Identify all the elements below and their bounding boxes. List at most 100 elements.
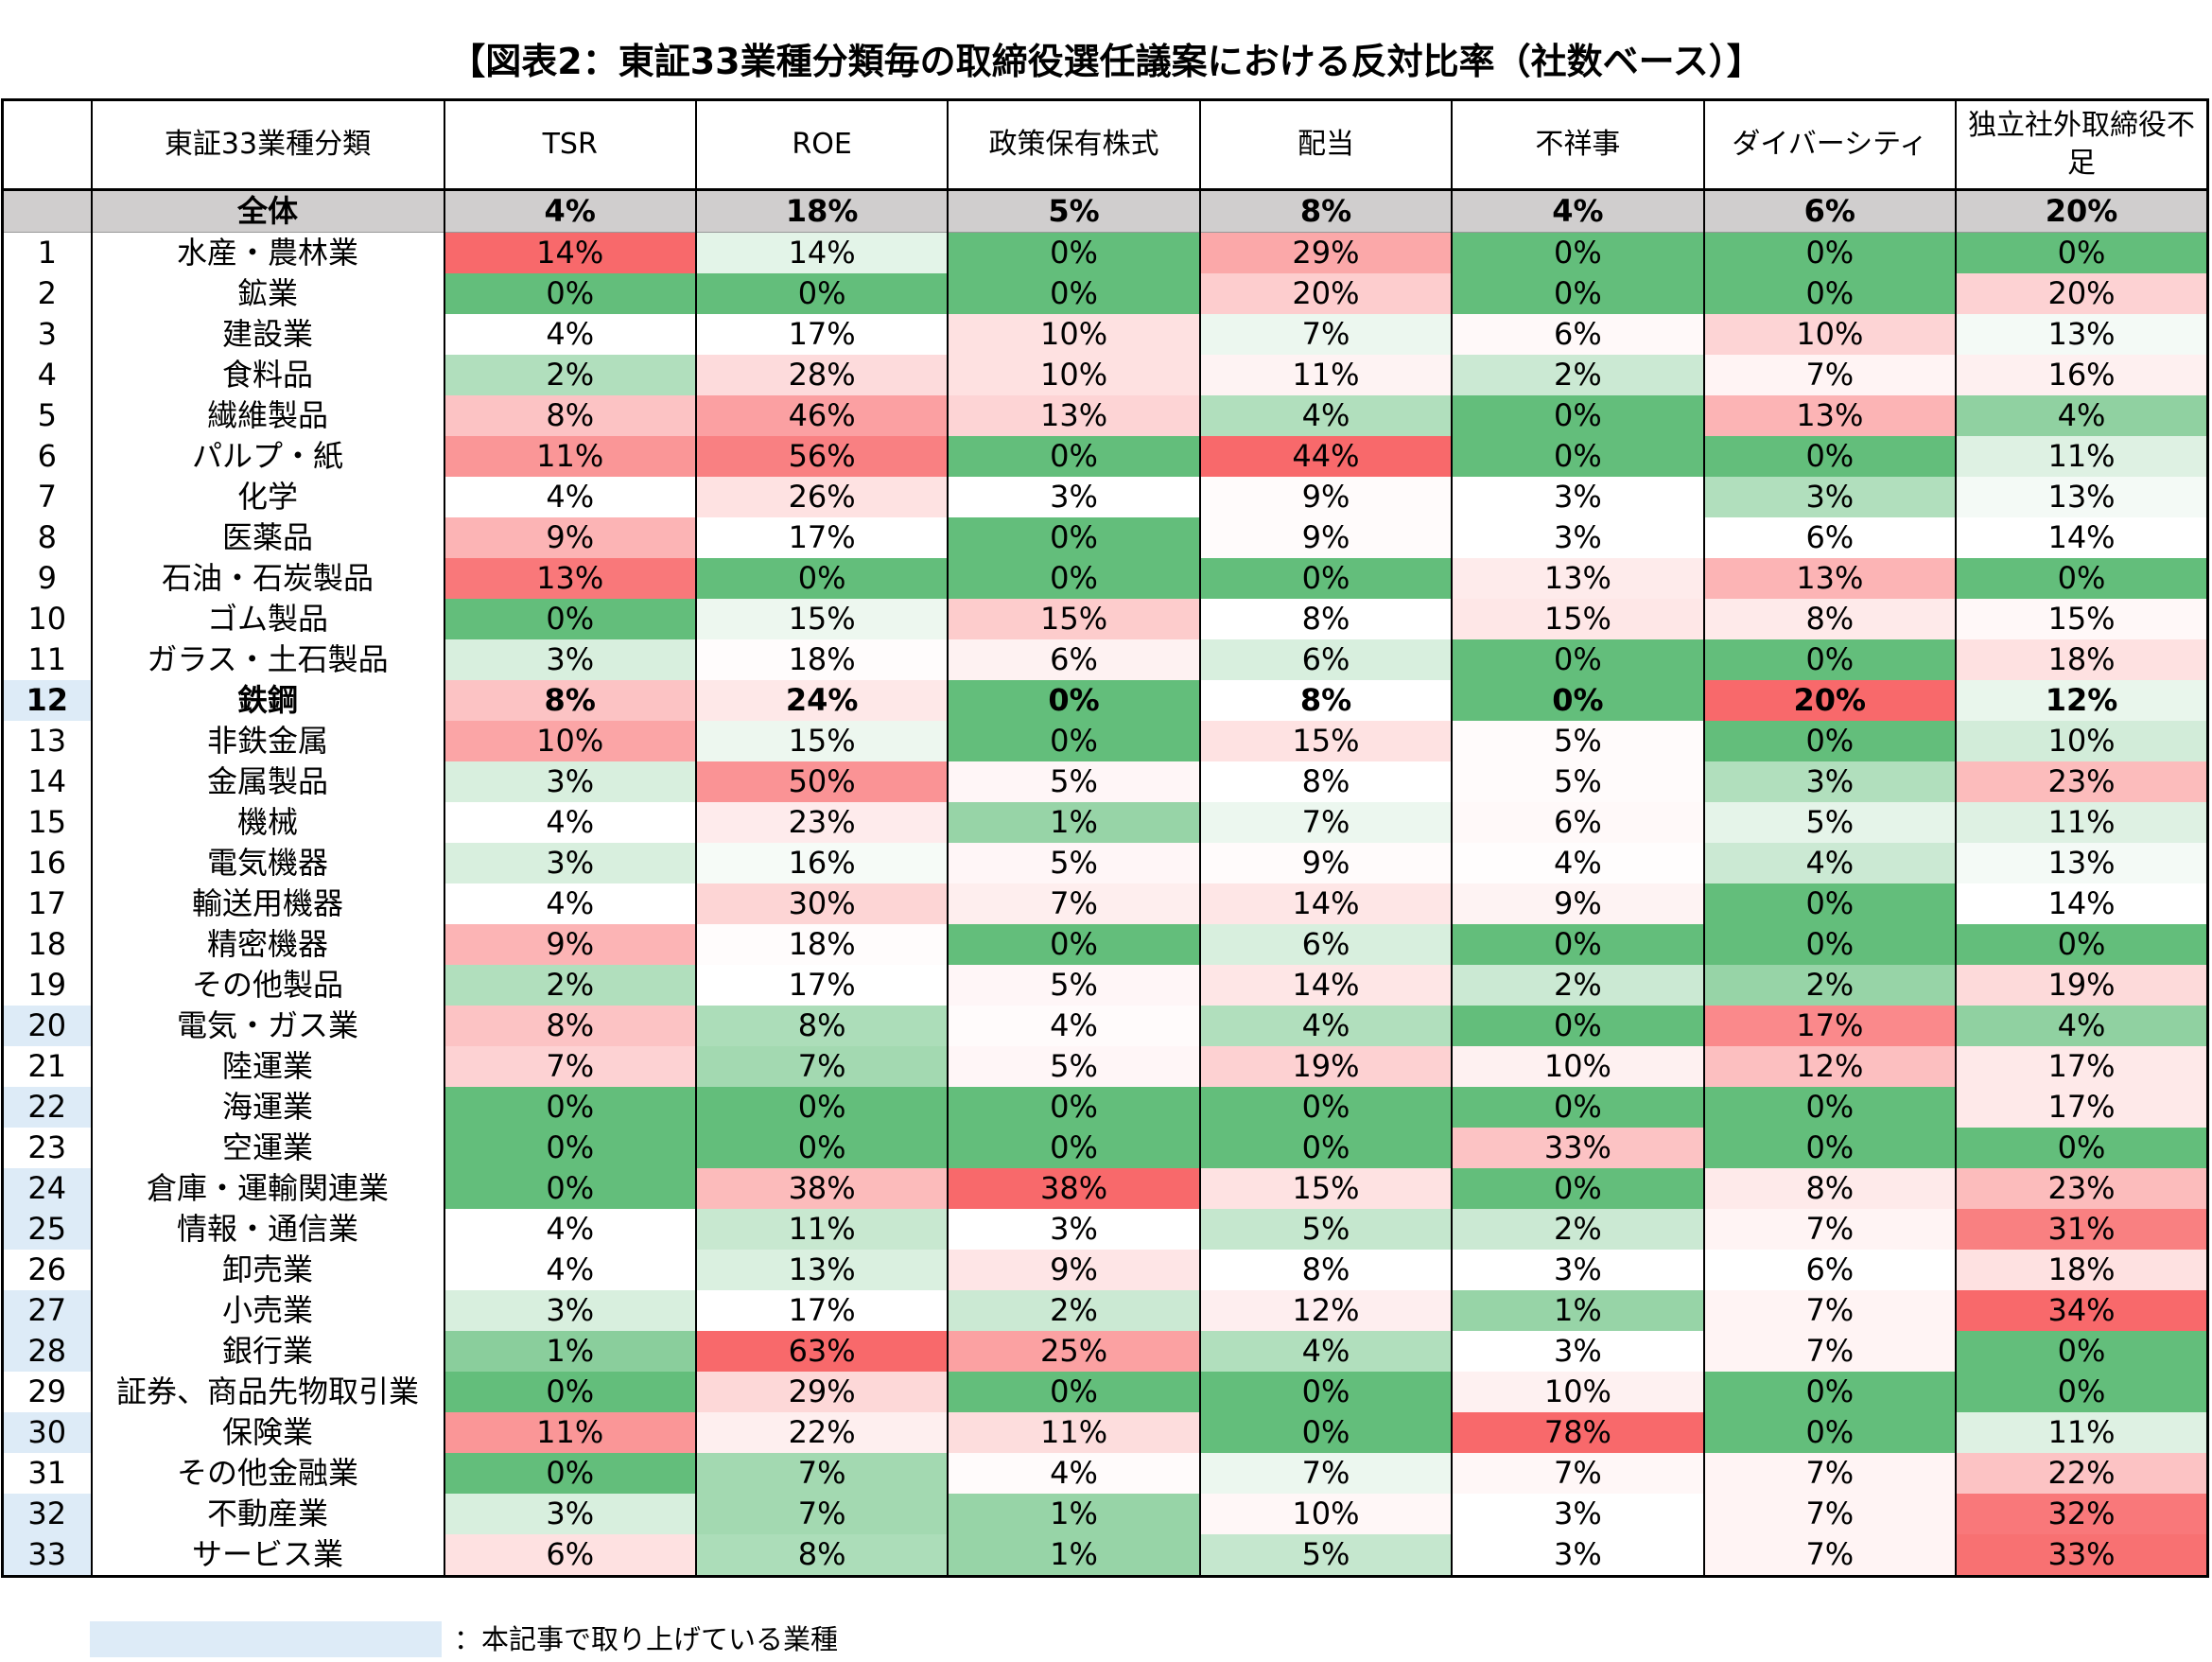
heat-cell: 0% bbox=[1955, 1331, 2209, 1372]
heat-cell: 38% bbox=[947, 1168, 1201, 1209]
table-row: 26 卸売業 4% 13% 9% 8% 3% 6% 18% bbox=[1, 1250, 2209, 1290]
heat-cell: 23% bbox=[1955, 1168, 2209, 1209]
row-number: 33 bbox=[1, 1534, 93, 1577]
heat-cell: 4% bbox=[947, 1006, 1201, 1046]
heat-cell: 8% bbox=[694, 1006, 949, 1046]
heat-cell: 11% bbox=[947, 1412, 1201, 1453]
total-cell: 4% bbox=[443, 189, 697, 233]
heat-cell: 32% bbox=[1955, 1494, 2209, 1534]
industry-name: 化学 bbox=[90, 477, 445, 517]
table-row: 17 輸送用機器 4% 30% 7% 14% 9% 0% 14% bbox=[1, 883, 2209, 924]
row-number: 16 bbox=[1, 843, 93, 883]
industry-name: ガラス・土石製品 bbox=[90, 639, 445, 680]
heat-cell: 12% bbox=[1198, 1290, 1454, 1331]
heat-cell: 0% bbox=[443, 1372, 697, 1412]
heat-cell: 7% bbox=[1702, 1453, 1958, 1494]
heat-cell: 0% bbox=[1451, 680, 1705, 721]
industry-name: 保険業 bbox=[90, 1412, 445, 1453]
heat-cell: 2% bbox=[1451, 965, 1705, 1006]
table-row: 12 鉄鋼 8% 24% 0% 8% 0% 20% 12% bbox=[1, 680, 2209, 721]
heat-cell: 17% bbox=[1955, 1087, 2209, 1128]
heat-cell: 14% bbox=[443, 232, 697, 273]
total-cell bbox=[1, 189, 93, 233]
heat-cell: 7% bbox=[694, 1453, 949, 1494]
heat-cell: 31% bbox=[1955, 1209, 2209, 1250]
heat-cell: 14% bbox=[694, 232, 949, 273]
industry-name: 医薬品 bbox=[90, 517, 445, 558]
heat-cell: 0% bbox=[443, 1087, 697, 1128]
row-number: 6 bbox=[1, 436, 93, 477]
heat-cell: 0% bbox=[443, 599, 697, 639]
total-cell: 18% bbox=[694, 189, 949, 233]
heat-cell: 1% bbox=[947, 1534, 1201, 1577]
heat-cell: 5% bbox=[1451, 761, 1705, 802]
heat-cell: 4% bbox=[1198, 395, 1454, 436]
heat-cell: 5% bbox=[1702, 802, 1958, 843]
industry-name: 精密機器 bbox=[90, 924, 445, 965]
heat-cell: 7% bbox=[1702, 355, 1958, 395]
table-row: 14 金属製品 3% 50% 5% 8% 5% 3% 23% bbox=[1, 761, 2209, 802]
row-number: 20 bbox=[1, 1006, 93, 1046]
heat-cell: 0% bbox=[1702, 1412, 1958, 1453]
heat-cell: 0% bbox=[1702, 721, 1958, 761]
heat-cell: 8% bbox=[1198, 1250, 1454, 1290]
table-row: 8 医薬品 9% 17% 0% 9% 3% 6% 14% bbox=[1, 517, 2209, 558]
industry-name: 金属製品 bbox=[90, 761, 445, 802]
heat-cell: 14% bbox=[1955, 883, 2209, 924]
heat-cell: 1% bbox=[443, 1331, 697, 1372]
heat-cell: 5% bbox=[947, 761, 1201, 802]
row-number: 9 bbox=[1, 558, 93, 599]
heat-cell: 46% bbox=[694, 395, 949, 436]
heat-cell: 0% bbox=[947, 558, 1201, 599]
heat-cell: 0% bbox=[1198, 1372, 1454, 1412]
heat-cell: 9% bbox=[947, 1250, 1201, 1290]
row-number: 14 bbox=[1, 761, 93, 802]
heat-cell: 18% bbox=[1955, 1250, 2209, 1290]
heat-cell: 17% bbox=[1955, 1046, 2209, 1087]
heat-cell: 10% bbox=[947, 355, 1201, 395]
industry-name: その他製品 bbox=[90, 965, 445, 1006]
table-row: 23 空運業 0% 0% 0% 0% 33% 0% 0% bbox=[1, 1128, 2209, 1168]
table-row: 9 石油・石炭製品 13% 0% 0% 0% 13% 13% 0% bbox=[1, 558, 2209, 599]
heat-cell: 9% bbox=[1451, 883, 1705, 924]
table-row: 32 不動産業 3% 7% 1% 10% 3% 7% 32% bbox=[1, 1494, 2209, 1534]
heat-cell: 33% bbox=[1451, 1128, 1705, 1168]
industry-name: 電気機器 bbox=[90, 843, 445, 883]
table-row: 10 ゴム製品 0% 15% 15% 8% 15% 8% 15% bbox=[1, 599, 2209, 639]
row-number: 21 bbox=[1, 1046, 93, 1087]
heat-cell: 3% bbox=[1451, 1250, 1705, 1290]
header-cell: ROE bbox=[694, 99, 949, 191]
legend-label: ：本記事で取り上げている業種 bbox=[454, 1623, 839, 1655]
heat-cell: 7% bbox=[1198, 1453, 1454, 1494]
table-row: 4 食料品 2% 28% 10% 11% 2% 7% 16% bbox=[1, 355, 2209, 395]
heat-cell: 4% bbox=[443, 314, 697, 355]
heat-cell: 6% bbox=[1702, 517, 1958, 558]
heat-cell: 3% bbox=[1702, 477, 1958, 517]
heat-cell: 4% bbox=[443, 477, 697, 517]
table-row: 東証33業種分類 TSR ROE 政策保有株式 配当 不祥事 ダイバーシティ 独立社外取締役不… bbox=[1, 99, 2209, 191]
heat-cell: 16% bbox=[694, 843, 949, 883]
heat-cell: 15% bbox=[1451, 599, 1705, 639]
heat-cell: 0% bbox=[1451, 232, 1705, 273]
heat-cell: 8% bbox=[1198, 599, 1454, 639]
heat-cell: 7% bbox=[694, 1046, 949, 1087]
heat-cell: 0% bbox=[1955, 924, 2209, 965]
row-number: 28 bbox=[1, 1331, 93, 1372]
heat-cell: 3% bbox=[1451, 517, 1705, 558]
heatmap-table: 東証33業種分類 TSR ROE 政策保有株式 配当 不祥事 ダイバーシティ 独立社外取締役不… bbox=[1, 98, 2209, 1578]
heat-cell: 0% bbox=[443, 273, 697, 314]
heat-cell: 11% bbox=[443, 436, 697, 477]
heat-cell: 0% bbox=[1702, 436, 1958, 477]
heat-cell: 15% bbox=[1198, 1168, 1454, 1209]
heat-cell: 12% bbox=[1955, 680, 2209, 721]
heat-cell: 9% bbox=[443, 924, 697, 965]
row-number: 19 bbox=[1, 965, 93, 1006]
row-number: 25 bbox=[1, 1209, 93, 1250]
heat-cell: 56% bbox=[694, 436, 949, 477]
industry-name: 情報・通信業 bbox=[90, 1209, 445, 1250]
industry-name: 石油・石炭製品 bbox=[90, 558, 445, 599]
total-cell: 20% bbox=[1955, 189, 2209, 233]
table-row: 11 ガラス・土石製品 3% 18% 6% 6% 0% 0% 18% bbox=[1, 639, 2209, 680]
total-cell: 5% bbox=[947, 189, 1201, 233]
heat-cell: 17% bbox=[694, 1290, 949, 1331]
